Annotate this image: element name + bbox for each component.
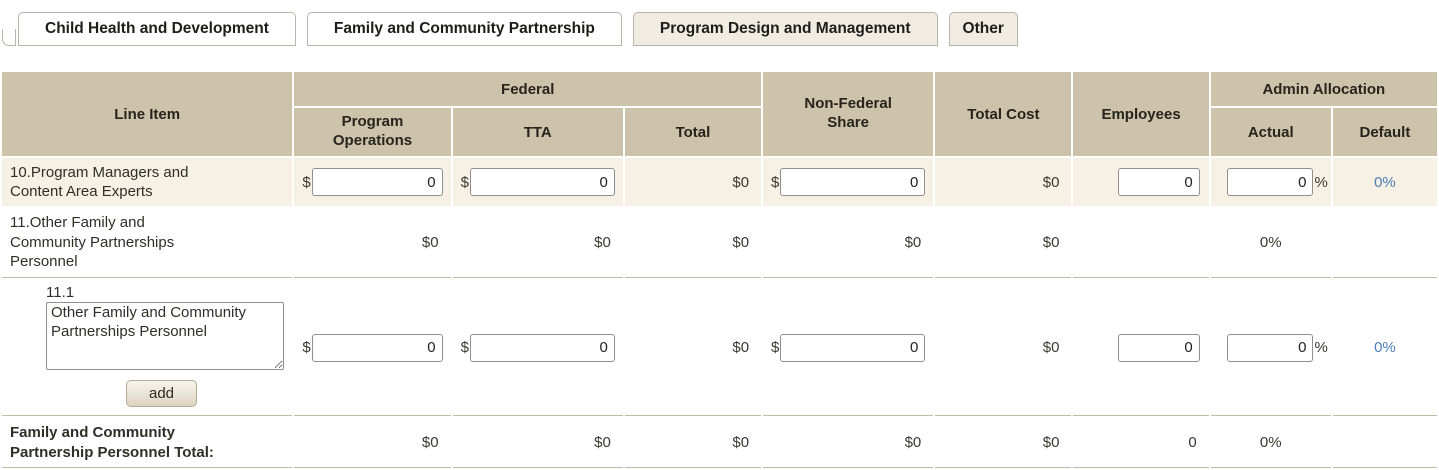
row11-default-cell: [1332, 208, 1437, 278]
row11-1-actual-cell: %: [1210, 280, 1331, 416]
dollar-sign: $: [771, 339, 780, 356]
row11-federal-total: $0: [624, 208, 762, 278]
header-non-federal-share: Non-Federal Share: [763, 72, 934, 156]
header-tta: TTA: [452, 108, 623, 156]
dollar-sign: $: [302, 339, 311, 356]
tab-child-health-and-development[interactable]: Child Health and Development: [18, 12, 296, 46]
header-program-operations: Program Operations: [294, 108, 451, 156]
tab-bar: Child Health and Development Family and …: [2, 10, 1439, 46]
header-non-federal-share-label: Non-Federal Share: [804, 95, 892, 131]
row10-tta-cell: $: [452, 158, 623, 206]
total-federal-total: $0: [624, 418, 762, 468]
row10-employees-input[interactable]: [1117, 168, 1200, 196]
row10-actual-input[interactable]: [1227, 168, 1314, 196]
row11-label: 11.Other Family and Community Partnershi…: [10, 214, 175, 271]
header-employees: Employees: [1073, 72, 1209, 156]
dollar-sign: $: [302, 173, 311, 191]
row11-1-default-link[interactable]: 0%: [1374, 339, 1396, 356]
tab-stub: [2, 29, 16, 46]
row10-label: 10.Program Managers and Content Area Exp…: [10, 163, 189, 201]
budget-table: Line Item Federal Non-Federal Share Tota…: [0, 70, 1439, 470]
header-actual: Actual: [1210, 108, 1331, 156]
row10-total-cost: $0: [935, 158, 1072, 206]
table-row-11-1: 11.1 Other Family and Community Partners…: [2, 280, 1437, 416]
row10-non-federal-input[interactable]: [780, 168, 926, 196]
tab-family-and-community-partnership[interactable]: Family and Community Partnership: [306, 12, 622, 46]
total-default-cell: [1332, 418, 1437, 468]
add-button[interactable]: add: [126, 380, 198, 407]
row11-1-program-operations-cell: $: [294, 280, 451, 416]
total-tta: $0: [452, 418, 623, 468]
dollar-sign: $: [460, 339, 469, 356]
row11-tta: $0: [452, 208, 623, 278]
header-default: Default: [1332, 108, 1437, 156]
row10-program-operations-input[interactable]: [311, 168, 443, 196]
percent-sign: %: [1314, 339, 1328, 356]
row11-1-program-operations-input[interactable]: [311, 333, 443, 362]
row11-1-employees-cell: [1073, 280, 1209, 416]
row10-line-item: 10.Program Managers and Content Area Exp…: [2, 158, 293, 206]
row11-1-employees-input[interactable]: [1117, 333, 1200, 362]
tab-program-design-and-management[interactable]: Program Design and Management: [632, 12, 938, 46]
total-actual: 0%: [1210, 418, 1331, 468]
table-row-11: 11.Other Family and Community Partnershi…: [2, 208, 1437, 278]
row10-non-federal-cell: $: [763, 158, 934, 206]
row10-tta-input[interactable]: [469, 168, 615, 196]
table-row-10: 10.Program Managers and Content Area Exp…: [2, 158, 1437, 206]
table-row-total: Family and Community Partnership Personn…: [2, 418, 1437, 468]
row10-default-link[interactable]: 0%: [1374, 173, 1396, 191]
row10-default-cell: 0%: [1332, 158, 1437, 206]
row11-non-federal: $0: [763, 208, 934, 278]
row11-1-description-textarea[interactable]: Other Family and Community Partnerships …: [46, 302, 284, 370]
row11-employees-cell: [1073, 208, 1209, 278]
percent-sign: %: [1314, 173, 1328, 191]
total-program-operations: $0: [294, 418, 451, 468]
header-total-cost: Total Cost: [935, 72, 1072, 156]
header-federal-total: Total: [624, 108, 762, 156]
row11-1-total-cost: $0: [935, 280, 1072, 416]
row11-1-line-item: 11.1 Other Family and Community Partners…: [2, 280, 293, 416]
row11-1-non-federal-cell: $: [763, 280, 934, 416]
total-total-cost: $0: [935, 418, 1072, 468]
row10-program-operations-cell: $: [294, 158, 451, 206]
row11-total-cost: $0: [935, 208, 1072, 278]
row10-employees-cell: [1073, 158, 1209, 206]
header-line-item: Line Item: [2, 72, 293, 156]
row11-1-actual-input[interactable]: [1227, 333, 1314, 362]
header-federal: Federal: [294, 72, 762, 106]
row11-1-federal-total: $0: [624, 280, 762, 416]
dollar-sign: $: [771, 173, 780, 191]
row11-1-label: 11.1: [46, 284, 75, 301]
tab-other[interactable]: Other: [948, 12, 1018, 46]
row11-1-tta-input[interactable]: [469, 333, 615, 362]
row11-1-tta-cell: $: [452, 280, 623, 416]
total-line-item: Family and Community Partnership Personn…: [2, 418, 293, 468]
row11-1-default-cell: 0%: [1332, 280, 1437, 416]
row11-line-item: 11.Other Family and Community Partnershi…: [2, 208, 293, 278]
header-program-operations-label: Program Operations: [332, 113, 413, 149]
row11-program-operations: $0: [294, 208, 451, 278]
row11-1-non-federal-input[interactable]: [780, 333, 926, 362]
row11-actual: 0%: [1210, 208, 1331, 278]
row10-actual-cell: %: [1210, 158, 1331, 206]
row10-federal-total: $0: [624, 158, 762, 206]
header-admin-allocation: Admin Allocation: [1210, 72, 1437, 106]
total-non-federal: $0: [763, 418, 934, 468]
total-employees: 0: [1073, 418, 1209, 468]
total-label: Family and Community Partnership Personn…: [10, 424, 214, 461]
dollar-sign: $: [460, 173, 469, 191]
